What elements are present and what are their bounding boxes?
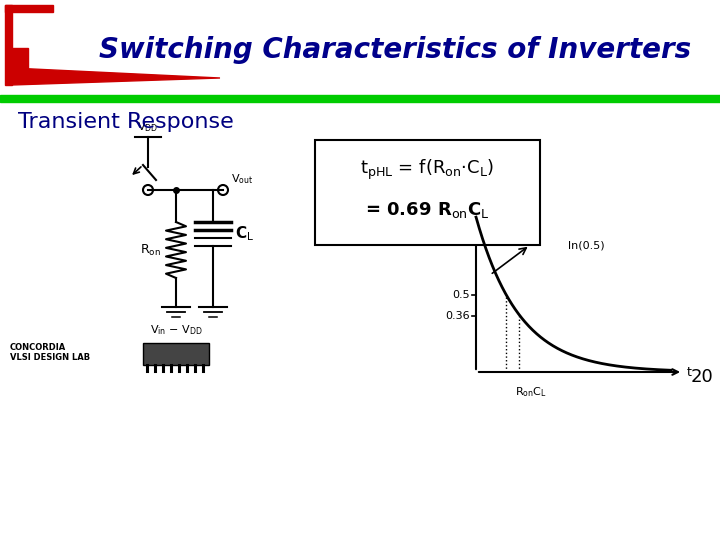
Text: Transient Response: Transient Response <box>18 112 234 132</box>
Text: V$_{\rm DD}$: V$_{\rm DD}$ <box>481 210 502 224</box>
Text: V$_{\rm out}$: V$_{\rm out}$ <box>231 172 253 186</box>
Text: V$_{\rm out}$: V$_{\rm out}$ <box>479 190 501 204</box>
Bar <box>143 343 209 365</box>
Text: VLSI DESIGN LAB: VLSI DESIGN LAB <box>10 353 90 361</box>
Polygon shape <box>12 68 220 85</box>
Bar <box>5 5 12 85</box>
Text: ln(0.5): ln(0.5) <box>568 240 605 250</box>
Bar <box>12 48 28 68</box>
Bar <box>5 5 53 12</box>
Text: R$_{\rm on}$C$_{\rm L}$: R$_{\rm on}$C$_{\rm L}$ <box>515 385 546 399</box>
Text: t: t <box>687 366 692 379</box>
Text: V$_{\rm in}$ $-$ V$_{\rm DD}$: V$_{\rm in}$ $-$ V$_{\rm DD}$ <box>150 323 202 337</box>
Text: V$_{\rm out}$: V$_{\rm out}$ <box>488 225 510 239</box>
Text: 20: 20 <box>690 368 714 386</box>
Text: CONCORDIA: CONCORDIA <box>10 342 66 352</box>
Text: t$_{\rm pHL}$ = f(R$_{\rm on}$$\cdot$C$_{\rm L}$): t$_{\rm pHL}$ = f(R$_{\rm on}$$\cdot$C$_… <box>360 158 495 182</box>
Text: C$_{\rm L}$: C$_{\rm L}$ <box>235 225 254 244</box>
Text: 0.5: 0.5 <box>452 289 470 300</box>
Text: = 0.69 R$_{\rm on}$C$_{\rm L}$: = 0.69 R$_{\rm on}$C$_{\rm L}$ <box>365 200 490 220</box>
Bar <box>0 95 720 102</box>
Bar <box>315 140 540 245</box>
Text: 0.36: 0.36 <box>446 311 470 321</box>
Text: R$_{\rm on}$: R$_{\rm on}$ <box>140 242 161 258</box>
Bar <box>0 0 720 100</box>
Text: V$_{\rm DD}$: V$_{\rm DD}$ <box>138 120 158 134</box>
Text: 1: 1 <box>463 212 470 222</box>
Text: Switching Characteristics of Inverters: Switching Characteristics of Inverters <box>99 36 691 64</box>
